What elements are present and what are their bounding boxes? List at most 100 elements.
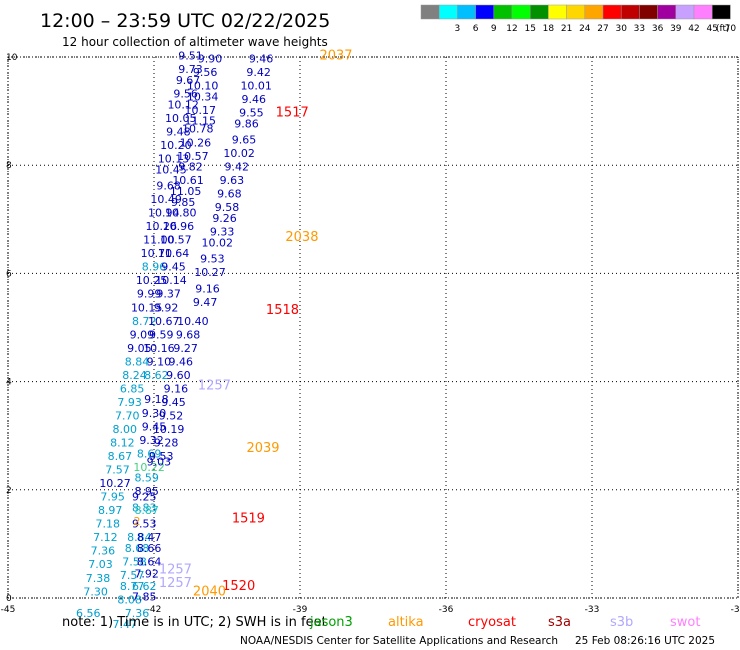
- wave-height-value: 8.72: [132, 315, 157, 328]
- color-scale-swatch: [620, 4, 640, 20]
- color-scale-swatch: [639, 4, 658, 20]
- wave-height-value: 9.68: [156, 180, 181, 193]
- color-scale-label: 9: [491, 24, 497, 34]
- lon-tick-label: -39: [293, 605, 308, 615]
- color-scale-label: 21: [561, 24, 572, 34]
- wave-height-value: 9.58: [215, 201, 240, 214]
- wave-height-value: 10.13: [158, 152, 190, 165]
- color-scale-label: 24: [579, 24, 591, 34]
- map-subtitle: 12 hour collection of altimeter wave hei…: [62, 35, 328, 49]
- wave-height-value: 10.14: [155, 274, 187, 287]
- color-scale-label: 27: [597, 24, 608, 34]
- wave-height-value: 11.05: [170, 185, 202, 198]
- satellite-legend-item: jason3: [309, 615, 353, 630]
- color-scale-label: 39: [670, 24, 682, 34]
- wave-height-value: 10.17: [184, 104, 216, 117]
- color-scale-label: 36: [652, 24, 664, 34]
- color-scale-swatch: [511, 4, 531, 20]
- wave-height-value: 9.82: [178, 161, 203, 174]
- color-scale-unit: (ft): [716, 24, 730, 34]
- wave-height-value: 7.85: [132, 591, 157, 604]
- wave-height-value: 9.42: [224, 161, 249, 174]
- wave-height-value: 7.93: [117, 396, 142, 409]
- wave-height-value: 2: [133, 515, 140, 528]
- color-scale-label: 12: [506, 24, 517, 34]
- pass-number-label: 2037: [319, 49, 352, 64]
- wave-height-value: 11.64: [158, 247, 190, 260]
- wave-height-value: 9.03: [147, 455, 172, 468]
- pass-number-label: 2038: [285, 230, 318, 245]
- wave-height-value: 9.26: [212, 212, 237, 225]
- wave-height-value: 9.45: [142, 420, 167, 433]
- color-scale-swatch: [693, 4, 713, 20]
- color-scale-swatch: [675, 4, 695, 20]
- color-scale-swatch: [457, 4, 476, 20]
- wave-height-value: 9.65: [232, 134, 257, 147]
- wave-height-value: 10.70: [141, 247, 173, 260]
- wave-height-value: 8.84: [125, 355, 150, 368]
- color-scale-label: 30: [615, 24, 627, 34]
- wave-height-value: 7.03: [88, 558, 113, 571]
- color-scale-swatch: [584, 4, 604, 20]
- wave-height-value: 10.80: [165, 207, 197, 220]
- color-scale-swatch: [420, 4, 440, 20]
- wave-height-value: 7.38: [86, 572, 111, 585]
- wave-height-value: 9.53: [149, 450, 174, 463]
- wave-height-value: 8.24: [122, 369, 147, 382]
- wave-height-value: 9.47: [193, 296, 218, 309]
- lat-tick-label: 10: [6, 53, 18, 63]
- wave-height-value: 10.45: [155, 163, 187, 176]
- wave-height-value: 7.57: [120, 569, 145, 582]
- wave-height-value: 9.09: [130, 328, 155, 341]
- pass-labels: 2037151720381518203915191520204012571257…: [159, 49, 353, 600]
- wave-height-value: 7.95: [100, 491, 125, 504]
- wave-height-value: 9.10: [147, 355, 172, 368]
- wave-height-value: 9.56: [193, 66, 218, 79]
- wave-height-value: 9.16: [195, 282, 220, 295]
- wave-height-value: 10.16: [143, 342, 175, 355]
- wave-height-value: 8.64: [137, 556, 162, 569]
- wave-height-value: 10.34: [187, 90, 219, 103]
- footer-credit: NOAA/NESDIS Center for Satellite Applica…: [240, 635, 558, 647]
- lat-tick-label: 0: [6, 594, 12, 604]
- color-scale-label: 6: [473, 24, 479, 34]
- wave-height-value: 10.26: [180, 136, 212, 149]
- wave-height-value: 6.62: [132, 580, 157, 593]
- wave-height-value: 10.26: [146, 220, 178, 233]
- pass-number-label: 1520: [222, 579, 255, 594]
- wave-height-value: 9.27: [173, 342, 198, 355]
- color-scale-swatch: [493, 4, 513, 20]
- wave-height-value: 8.83: [132, 501, 157, 514]
- color-scale-swatch: [548, 4, 567, 20]
- wave-height-value: 9.45: [161, 261, 186, 274]
- wave-height-value: 8.84: [127, 531, 152, 544]
- wave-height-value: 9.90: [198, 52, 223, 65]
- wave-height-value: 7.36: [125, 607, 150, 620]
- wave-height-value: 10.27: [99, 477, 131, 490]
- wave-height-value: 9.85: [171, 196, 196, 209]
- color-scale-swatch: [657, 4, 677, 20]
- wave-height-value: 8.69: [137, 447, 162, 460]
- wave-height-value: 9.46: [169, 355, 194, 368]
- wave-height-value: 10.78: [182, 123, 214, 136]
- footer-timestamp: 25 Feb 08:26:16 UTC 2025: [575, 635, 715, 647]
- wave-height-value: 8.87: [134, 504, 159, 517]
- wave-height-value: 10.20: [160, 139, 192, 152]
- wave-height-value: 10.02: [202, 236, 234, 249]
- wave-height-value: 11.00: [143, 234, 175, 247]
- wave-height-value: 9.45: [161, 396, 186, 409]
- wave-height-value: 9.32: [139, 434, 164, 447]
- wave-height-value: 8.67: [108, 450, 133, 463]
- wave-height-value: 9.60: [166, 369, 191, 382]
- map-title: 12:00 – 23:59 UTC 02/22/2025: [40, 10, 330, 32]
- lat-lon-grid: [7, 56, 739, 599]
- wave-height-value: 10.67: [148, 315, 180, 328]
- lat-tick-label: 2: [6, 486, 12, 496]
- wave-height-value: 8.96: [142, 261, 167, 274]
- wave-height-value: 9.68: [217, 188, 242, 201]
- pass-number-label: 2039: [246, 441, 279, 456]
- wave-height-value: 8.47: [137, 531, 162, 544]
- wave-height-value: 10.96: [163, 220, 195, 233]
- wave-height-value: 9.56: [173, 88, 198, 101]
